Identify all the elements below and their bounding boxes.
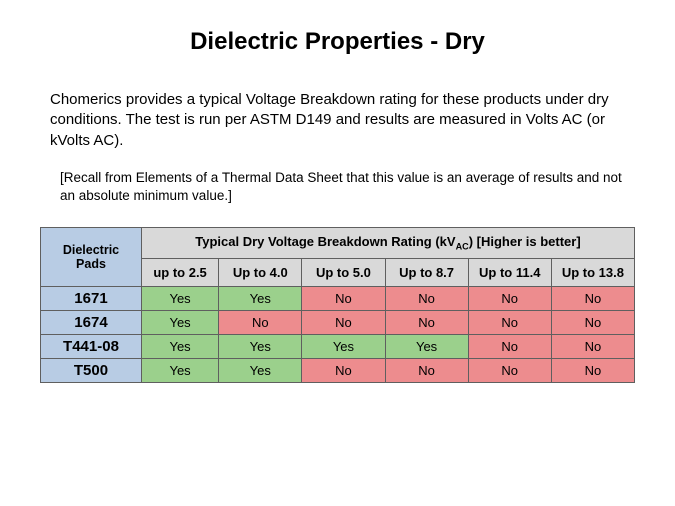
cell: No [302,358,385,382]
col-header: Up to 13.8 [551,258,634,286]
col-header: Up to 8.7 [385,258,468,286]
table-row: T500 Yes Yes No No No No [41,358,635,382]
page-container: Dielectric Properties - Dry Chomerics pr… [0,0,675,403]
col-header: Up to 5.0 [302,258,385,286]
col-header: Up to 11.4 [468,258,551,286]
cell: Yes [219,286,302,310]
cell: Yes [385,334,468,358]
super-header-sub: AC [456,242,469,252]
cell: No [302,310,385,334]
cell: Yes [141,286,218,310]
cell: No [219,310,302,334]
col-header: up to 2.5 [141,258,218,286]
row-label: T441-08 [41,334,142,358]
super-header-prefix: Typical Dry Voltage Breakdown Rating (kV [195,234,455,249]
cell: No [468,358,551,382]
super-header-suffix: ) [Higher is better] [469,234,581,249]
cell: No [385,286,468,310]
cell: No [302,286,385,310]
cell: Yes [219,358,302,382]
col-header: Up to 4.0 [219,258,302,286]
note-paragraph: [Recall from Elements of a Thermal Data … [60,169,625,205]
cell: No [468,334,551,358]
cell: No [551,310,634,334]
row-label: 1671 [41,286,142,310]
page-title: Dielectric Properties - Dry [40,28,635,56]
row-label: T500 [41,358,142,382]
cell: No [468,310,551,334]
table-row: 1674 Yes No No No No No [41,310,635,334]
cell: No [468,286,551,310]
table-header-row-1: Dielectric Pads Typical Dry Voltage Brea… [41,228,635,259]
cell: No [551,334,634,358]
cell: Yes [141,310,218,334]
cell: No [385,358,468,382]
cell: No [385,310,468,334]
cell: Yes [302,334,385,358]
cell: Yes [219,334,302,358]
breakdown-table: Dielectric Pads Typical Dry Voltage Brea… [40,227,635,383]
cell: No [551,358,634,382]
table-row: T441-08 Yes Yes Yes Yes No No [41,334,635,358]
intro-paragraph: Chomerics provides a typical Voltage Bre… [50,90,625,151]
cell: Yes [141,358,218,382]
super-header: Typical Dry Voltage Breakdown Rating (kV… [141,228,634,259]
corner-header: Dielectric Pads [41,228,142,287]
cell: No [551,286,634,310]
table-row: 1671 Yes Yes No No No No [41,286,635,310]
cell: Yes [141,334,218,358]
row-label: 1674 [41,310,142,334]
